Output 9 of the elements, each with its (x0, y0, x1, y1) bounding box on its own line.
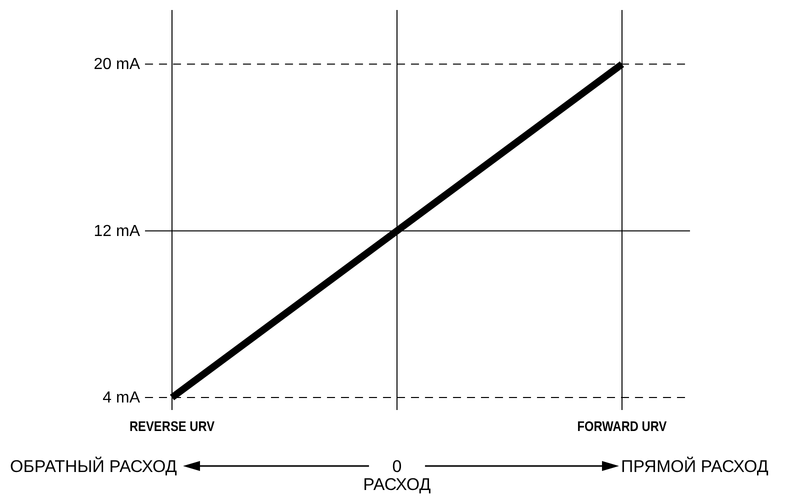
y-tick-label: 12 mA (94, 222, 140, 240)
text: 0 (392, 457, 402, 476)
y-tick-label: 4 mA (102, 390, 140, 406)
text: ПРЯМОЙ РАСХОД (621, 456, 769, 476)
text: ОБРАТНЫЙ РАСХОД (10, 456, 178, 476)
x-tick-label: REVERSE URV (129, 418, 215, 434)
x-tick-label: FORWARD URV (577, 418, 668, 434)
x-axis-title: РАСХОД (363, 475, 432, 494)
y-tick-label: 20 mA (94, 56, 140, 74)
